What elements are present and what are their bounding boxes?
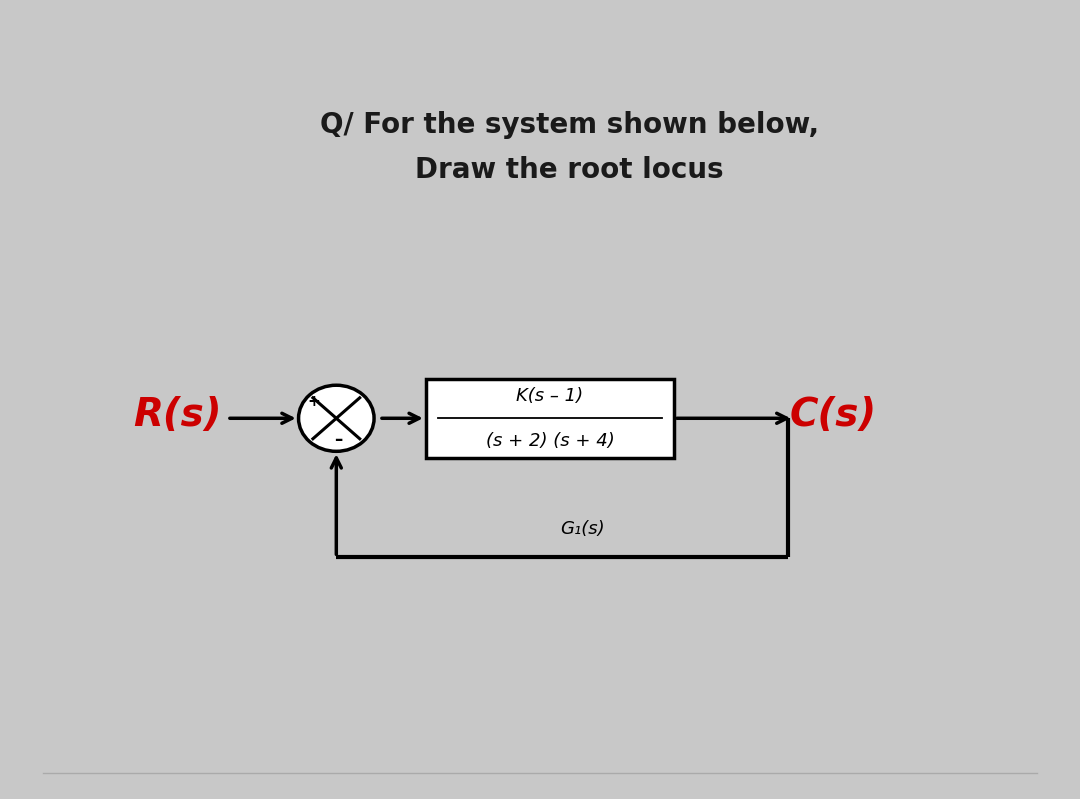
Text: Draw the root locus: Draw the root locus xyxy=(416,157,724,185)
Text: Q/ For the system shown below,: Q/ For the system shown below, xyxy=(321,111,820,139)
FancyBboxPatch shape xyxy=(426,379,674,458)
Text: R(s): R(s) xyxy=(133,396,221,434)
Text: –: – xyxy=(334,431,342,449)
Text: +: + xyxy=(308,394,320,409)
Text: C(s): C(s) xyxy=(789,396,877,434)
Text: K(s – 1): K(s – 1) xyxy=(516,387,583,405)
Ellipse shape xyxy=(298,385,374,451)
Text: G₁(s): G₁(s) xyxy=(559,519,605,538)
Text: (s + 2) (s + 4): (s + 2) (s + 4) xyxy=(486,431,615,450)
